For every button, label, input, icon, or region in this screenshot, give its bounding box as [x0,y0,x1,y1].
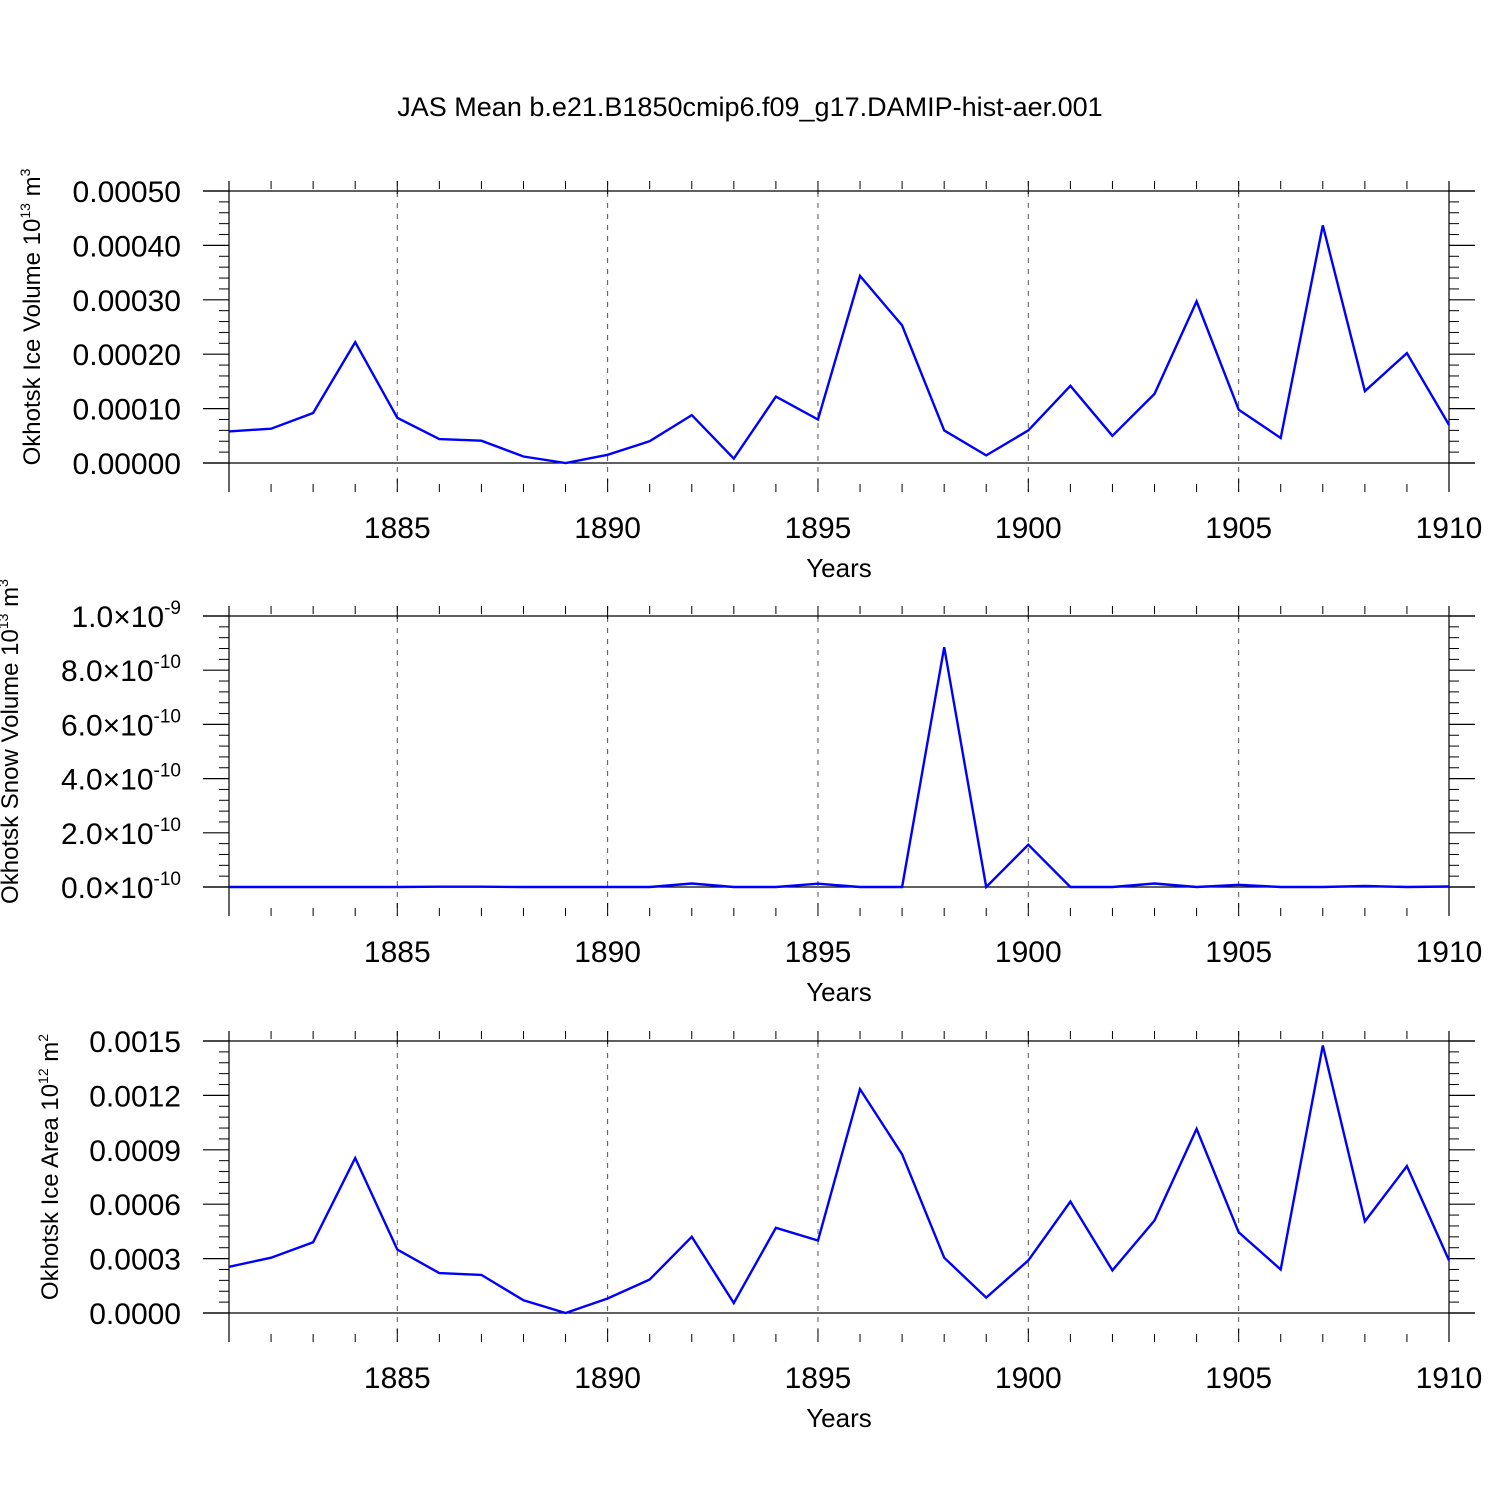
x-tick-label: 1905 [1205,936,1272,969]
y-tick-label: 0.00020 [73,339,181,372]
chart-panel-3: 1885 1890 1895 1900 1905 1910 Years 0.0000 0.000… [35,1026,1482,1433]
x-tick-label: 1885 [364,936,431,969]
y-tick-label: 0.0006 [89,1189,181,1222]
x-tick-label: 1905 [1205,1362,1272,1395]
y-tick-label: 0.00030 [73,285,181,318]
x-tick-label: 1890 [574,512,641,545]
x-tick-label: 1900 [995,512,1062,545]
y-axis-label: Okhotsk Snow Volume 1013 m3 [0,579,24,904]
x-tick-label: 1895 [785,512,852,545]
y-tick-label: 6.0×10-10 [61,706,181,742]
y-tick-label: 0.0015 [89,1026,181,1059]
y-tick-label: 2.0×10-10 [61,815,181,851]
y-tick-label: 0.0009 [89,1135,181,1168]
panels: 1885 1890 1895 1900 1905 1910 Years 0.00000 0.00… [0,168,1482,1433]
x-axis-label: Years [806,1403,872,1433]
figure-title: JAS Mean b.e21.B1850cmip6.f09_g17.DAMIP-… [397,92,1102,122]
y-tick-label: 0.0012 [89,1080,181,1113]
y-tick-label: 0.0000 [89,1298,181,1331]
y-axis-label: Okhotsk Ice Volume 1013 m3 [17,168,46,465]
x-tick-label: 1905 [1205,512,1272,545]
x-tick-label: 1910 [1416,936,1483,969]
y-axis-label: Okhotsk Ice Area 1012 m2 [35,1034,64,1300]
y-tick-label: 0.00010 [73,394,181,427]
x-tick-label: 1900 [995,936,1062,969]
x-tick-label: 1890 [574,1362,641,1395]
data-series-line [228,1045,1451,1315]
data-series-line [229,646,1450,890]
x-tick-label: 1885 [364,512,431,545]
x-tick-label: 1885 [364,1362,431,1395]
data-series-line [228,225,1451,465]
x-axis-label: Years [806,977,872,1007]
x-tick-label: 1895 [785,936,852,969]
y-tick-label: 4.0×10-10 [61,761,181,797]
x-tick-label: 1890 [574,936,641,969]
x-tick-label: 1910 [1416,1362,1483,1395]
y-tick-label: 0.00050 [73,176,181,209]
y-tick-label: 0.0003 [89,1244,181,1277]
y-tick-label: 0.00040 [73,230,181,263]
y-tick-label: 0.0×10-10 [61,869,181,905]
chart-panel-1: 1885 1890 1895 1900 1905 1910 Years 0.00000 0.00… [17,168,1482,583]
x-tick-label: 1900 [995,1362,1062,1395]
x-axis-label: Years [806,553,872,583]
x-tick-label: 1895 [785,1362,852,1395]
x-tick-label: 1910 [1416,512,1483,545]
y-tick-label: 0.00000 [73,448,181,481]
y-tick-label: 1.0×10-9 [72,598,182,634]
y-tick-label: 8.0×10-10 [61,652,181,688]
chart-panel-2: 1885 1890 1895 1900 1905 1910 Years 0.0×10-10 2.… [0,579,1482,1007]
